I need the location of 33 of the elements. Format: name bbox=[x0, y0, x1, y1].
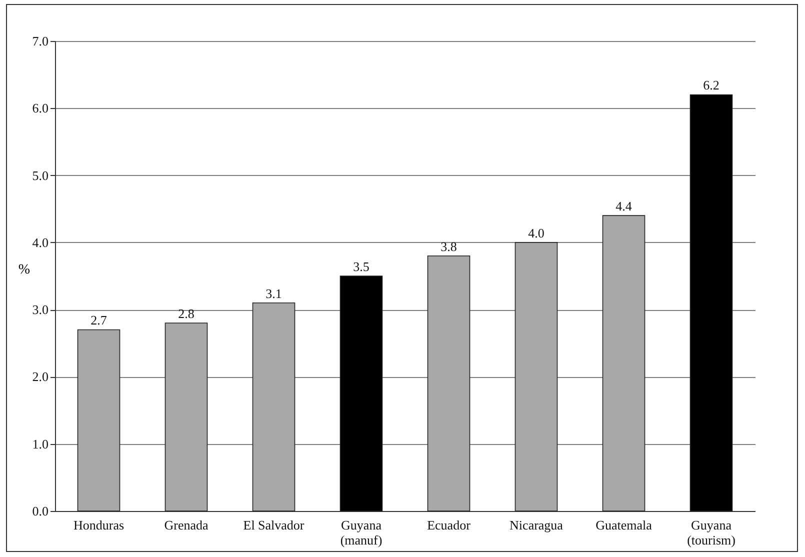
y-tick-label: 4.0 bbox=[32, 234, 48, 250]
x-tick-label: Ecuador bbox=[427, 518, 472, 532]
x-tick-label: Grenada bbox=[164, 518, 208, 532]
y-tick-label: 6.0 bbox=[32, 100, 48, 116]
y-tick-label: 3.0 bbox=[32, 302, 48, 318]
data-label: 6.2 bbox=[703, 78, 720, 93]
x-tick-label: Guatemala bbox=[596, 518, 652, 532]
y-tick-label: 7.0 bbox=[32, 34, 48, 48]
x-tick-label: Guyana (manuf) bbox=[340, 518, 382, 548]
data-label: 3.8 bbox=[440, 238, 457, 254]
y-axis-title: % bbox=[18, 262, 30, 278]
x-tick-label: Guyana (tourism) bbox=[687, 518, 736, 548]
data-label: 3.5 bbox=[353, 259, 370, 274]
bar bbox=[427, 255, 470, 512]
bar bbox=[252, 302, 296, 512]
data-label: 3.1 bbox=[266, 286, 282, 301]
x-tick-label: Honduras bbox=[73, 518, 124, 532]
x-tick-label: Nicaragua bbox=[510, 518, 564, 532]
bar bbox=[602, 215, 646, 512]
x-tick-label: El Salvador bbox=[243, 518, 305, 532]
data-label: 4.4 bbox=[616, 198, 632, 214]
y-tick-label: 0.0 bbox=[32, 504, 48, 518]
y-tick-label: 2.0 bbox=[32, 369, 48, 384]
bar bbox=[77, 329, 120, 512]
bar bbox=[164, 322, 208, 512]
bar bbox=[514, 242, 558, 512]
data-label: 2.8 bbox=[178, 306, 194, 321]
data-label: 2.7 bbox=[90, 312, 108, 328]
data-label: 4.0 bbox=[528, 225, 544, 240]
bar bbox=[690, 94, 733, 512]
y-tick-label: 5.0 bbox=[32, 168, 48, 183]
y-tick-label: 1.0 bbox=[32, 436, 48, 452]
bar bbox=[340, 276, 383, 512]
